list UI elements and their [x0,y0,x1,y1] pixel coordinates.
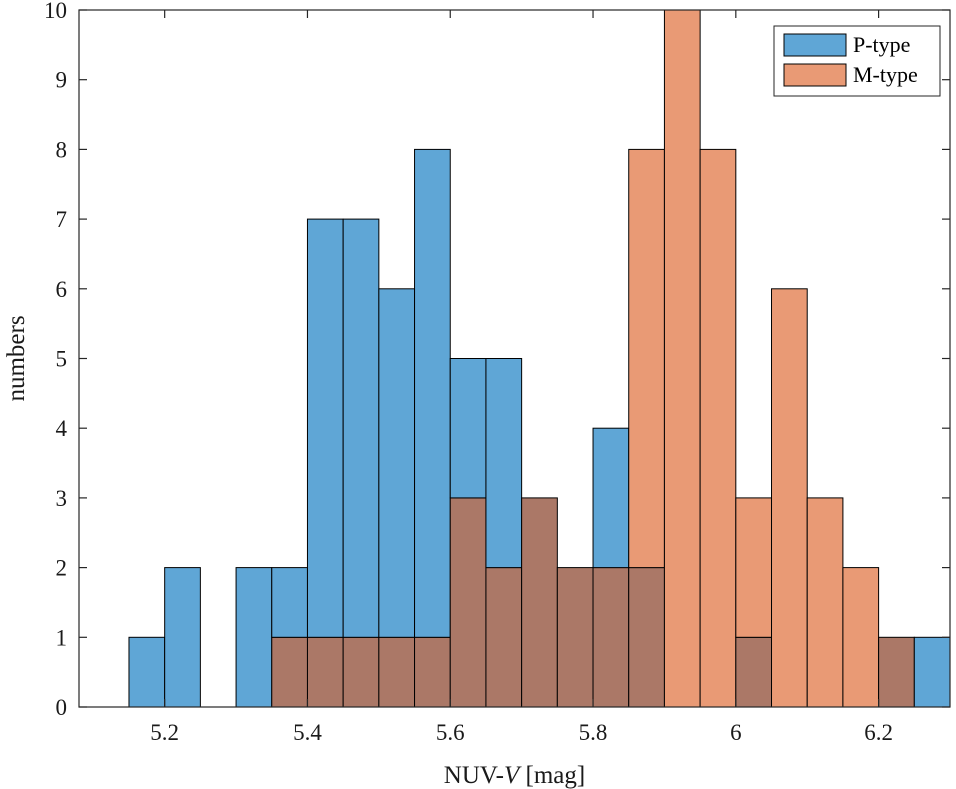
y-tick-label: 10 [44,0,67,23]
bar-p-type-bin-4 [271,567,308,638]
bar-overlap-bin-5 [306,636,344,708]
legend-swatch-p-type [783,33,847,57]
bar-overlap-bin-9 [449,497,487,708]
x-tick-label: 6 [730,720,742,745]
bar-overlap-bin-12 [556,567,594,708]
x-tick-label: 5.8 [579,720,608,745]
bar-p-type-bin-3 [235,567,273,708]
bar-m-type-bin-17 [735,497,773,638]
bar-overlap-bin-14 [628,567,665,708]
x-axis-label-suffix: [mag] [519,762,585,789]
bar-m-type-bin-16 [699,148,737,708]
legend-swatch-m-type [783,63,847,87]
legend-label-m-type: M-type [853,62,918,87]
legend: P-type M-type [773,25,941,97]
bar-m-type-bin-19 [806,497,844,708]
x-tick-label: 5.6 [436,720,465,745]
y-tick-label: 7 [56,207,68,232]
bar-p-type-bin-13 [592,427,630,569]
y-tick-label: 2 [56,556,68,581]
y-tick-label: 6 [56,277,68,302]
y-tick-label: 8 [56,137,68,162]
bar-p-type-bin-6 [342,218,380,638]
legend-label-p-type: P-type [853,32,910,57]
bar-m-type-bin-20 [842,567,880,708]
bar-p-type-bin-1 [164,567,201,708]
y-tick-label: 3 [56,486,68,511]
y-tick-label: 4 [56,416,68,441]
bar-p-type-bin-9 [449,358,487,499]
y-tick-label: 1 [56,625,68,650]
bars-layer [128,9,951,708]
bar-p-type-bin-8 [414,148,451,638]
bar-overlap-bin-11 [521,497,558,708]
bar-p-type-bin-10 [485,358,523,569]
y-tick-label: 5 [56,347,68,372]
bar-p-type-bin-5 [306,218,344,638]
bar-overlap-bin-7 [378,636,416,708]
x-axis-label-italic: V [504,762,522,789]
bar-m-type-bin-15 [663,9,701,708]
bar-p-type-bin-22 [913,636,951,708]
y-tick-label: 0 [56,695,68,720]
bar-p-type-bin-7 [378,288,416,638]
bar-overlap-bin-6 [342,636,380,708]
bar-overlap-bin-8 [414,636,451,708]
x-axis-label: NUV-V [mag] [444,762,585,789]
axes-layer: 5.2 5.4 5.6 5.8 6 6.2 0 1 2 3 4 5 6 7 8 9 10 NUV-V [mag] n… [3,0,951,789]
bar-overlap-bin-13 [592,567,630,708]
bar-p-type-bin-0 [128,636,166,708]
bar-overlap-bin-10 [485,567,523,708]
x-tick-label: 5.4 [293,720,322,745]
y-tick-label: 9 [56,68,68,93]
x-tick-label: 5.2 [150,720,179,745]
x-axis-label-prefix: NUV- [444,762,504,789]
y-axis-label: numbers [3,315,30,401]
bar-m-type-bin-14 [628,148,665,569]
bar-overlap-bin-21 [878,636,915,708]
bar-m-type-bin-18 [771,288,808,708]
x-tick-label: 6.2 [864,720,893,745]
bar-overlap-bin-4 [271,636,308,708]
bar-overlap-bin-17 [735,636,773,708]
